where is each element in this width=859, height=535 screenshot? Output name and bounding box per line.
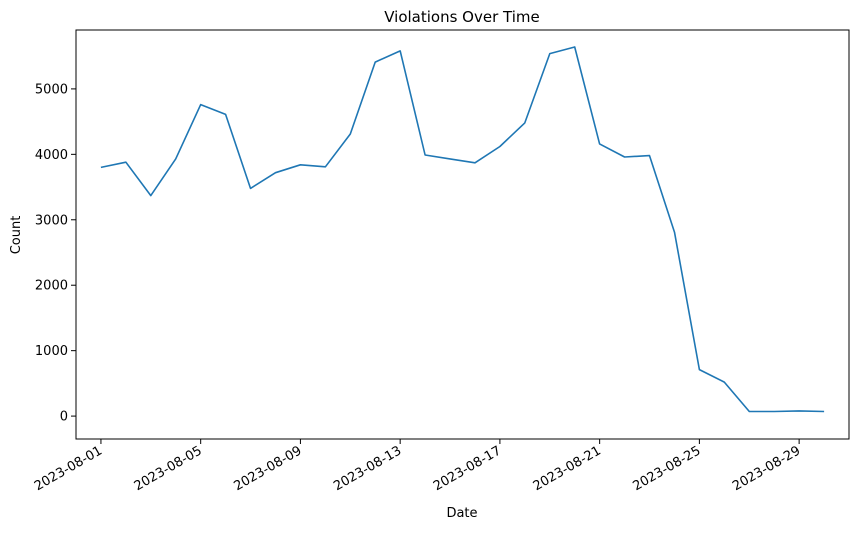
y-axis-ticks: 0 1000 2000 3000 4000 5000 [35,82,76,424]
chart-title: Violations Over Time [384,8,540,26]
series-layer [101,47,824,412]
y-tick-label: 0 [60,410,68,425]
y-tick-label: 5000 [35,82,68,97]
y-tick-label: 4000 [35,148,68,163]
y-tick-label: 3000 [35,213,68,228]
x-tick-label: 2023-08-21 [531,443,604,494]
y-axis-label: Count [9,216,24,255]
y-tick-label: 1000 [35,344,68,359]
series-line-0 [101,47,824,412]
plot-frame [76,30,849,439]
x-tick-label: 2023-08-05 [132,443,205,494]
x-tick-label: 2023-08-25 [630,443,703,494]
x-tick-label: 2023-08-01 [32,443,105,494]
x-tick-label: 2023-08-29 [730,443,803,494]
x-tick-label: 2023-08-17 [431,443,504,494]
y-tick-label: 2000 [35,279,68,294]
x-tick-label: 2023-08-09 [231,443,304,494]
x-axis-label: Date [446,506,477,521]
x-tick-label: 2023-08-13 [331,443,404,494]
x-axis-ticks: 2023-08-01 2023-08-05 2023-08-09 2023-08-13… [32,439,803,494]
